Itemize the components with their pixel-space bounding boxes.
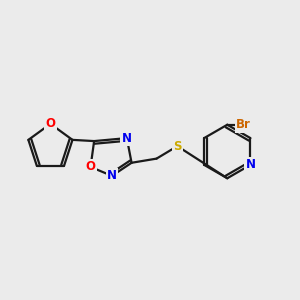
Text: Br: Br bbox=[236, 118, 251, 131]
Text: O: O bbox=[45, 117, 56, 130]
Text: N: N bbox=[245, 158, 255, 171]
Text: N: N bbox=[107, 169, 117, 182]
Text: O: O bbox=[85, 160, 96, 173]
Text: S: S bbox=[173, 140, 182, 153]
Text: N: N bbox=[122, 132, 132, 145]
